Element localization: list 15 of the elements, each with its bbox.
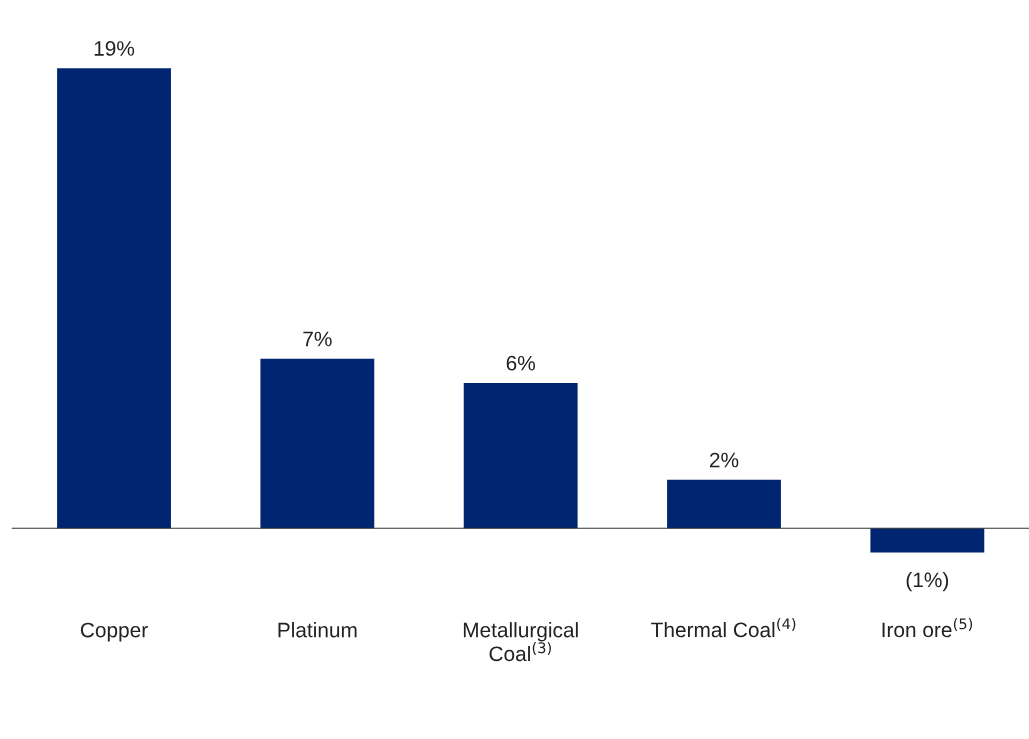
bar <box>667 479 781 529</box>
data-label: 19% <box>94 41 135 56</box>
data-label: 7% <box>303 331 332 347</box>
x-tick-label: Iron ore$^{(5)}$ <box>882 618 973 638</box>
x-tick-label: Thermal Coal$^{(4)}$ <box>651 618 796 638</box>
data-label: 2% <box>710 452 739 468</box>
bar <box>870 528 985 553</box>
x-tick-label: Platinum <box>278 622 357 638</box>
bar <box>57 68 171 529</box>
bar <box>260 358 375 529</box>
x-tick-label: Copper <box>80 622 148 642</box>
x-tick-label: Metallurgical Coal$^{(3)}$ <box>463 622 578 662</box>
data-label: (1%) <box>906 571 949 592</box>
bar <box>463 383 578 529</box>
data-label: 6% <box>506 355 535 371</box>
